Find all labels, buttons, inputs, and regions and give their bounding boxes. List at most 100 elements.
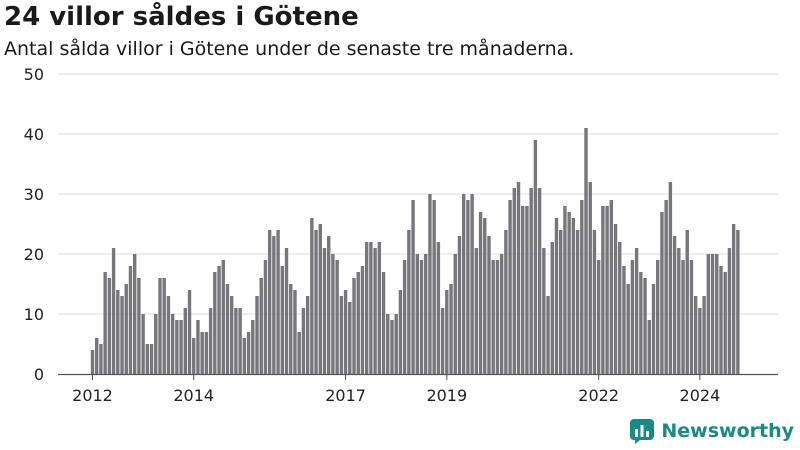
bar xyxy=(402,260,407,374)
bar xyxy=(187,290,192,374)
bar xyxy=(664,200,668,374)
bar xyxy=(474,248,479,374)
y-tick-label: 30 xyxy=(24,185,44,204)
bar xyxy=(398,290,403,374)
x-tick-label: 2014 xyxy=(173,386,214,405)
bar xyxy=(217,266,221,374)
bar xyxy=(639,272,643,374)
bar xyxy=(525,206,529,374)
bar xyxy=(373,248,377,374)
bar xyxy=(166,296,171,374)
newsworthy-logo-icon xyxy=(630,419,655,444)
bar xyxy=(550,242,554,374)
bar xyxy=(512,188,516,374)
brand-logo: Newsworthy xyxy=(629,418,794,444)
bar xyxy=(377,242,382,374)
bar xyxy=(571,218,576,374)
bar xyxy=(643,278,647,374)
bar xyxy=(293,290,297,374)
bar xyxy=(90,350,95,374)
bar xyxy=(221,260,225,374)
bar xyxy=(280,266,285,374)
bar xyxy=(685,230,689,374)
bar xyxy=(322,248,327,374)
bar xyxy=(348,302,352,374)
x-tick-label: 2024 xyxy=(680,386,721,405)
bar xyxy=(225,284,230,374)
bar xyxy=(563,206,567,374)
chart-subtitle: Antal sålda villor i Götene under de sen… xyxy=(4,38,575,60)
bar xyxy=(267,230,272,374)
bar xyxy=(689,260,694,374)
bar xyxy=(128,266,133,374)
bar xyxy=(390,320,394,374)
bar xyxy=(698,308,702,374)
bar xyxy=(453,254,457,374)
bar xyxy=(504,230,508,374)
bar xyxy=(715,254,719,374)
bar xyxy=(246,332,251,374)
bar xyxy=(508,200,512,374)
bar xyxy=(364,242,369,374)
bar xyxy=(596,260,601,374)
y-tick-label: 0 xyxy=(34,365,44,384)
bar xyxy=(656,260,660,374)
bar xyxy=(466,200,470,374)
bar xyxy=(310,218,314,374)
bar xyxy=(132,254,137,374)
bar xyxy=(175,320,179,374)
bar xyxy=(609,200,614,374)
bar xyxy=(668,182,673,374)
bar xyxy=(630,260,635,374)
bar xyxy=(723,272,727,374)
bar xyxy=(407,230,411,374)
bar xyxy=(478,212,483,374)
bar xyxy=(170,314,175,374)
x-tick-label: 2022 xyxy=(578,386,619,405)
bar xyxy=(255,296,259,374)
bar xyxy=(491,260,495,374)
bar xyxy=(124,284,128,374)
bar xyxy=(706,254,711,374)
bar xyxy=(499,254,504,374)
bar xyxy=(529,188,533,374)
y-tick-label: 20 xyxy=(24,245,44,264)
bar xyxy=(681,260,685,374)
bar xyxy=(238,308,242,374)
bar xyxy=(424,254,428,374)
bar xyxy=(95,338,99,374)
bar xyxy=(626,284,630,374)
bar xyxy=(327,236,331,374)
bar xyxy=(558,230,563,374)
x-tick-label: 2019 xyxy=(426,386,467,405)
bar xyxy=(440,308,445,374)
bar xyxy=(693,296,698,374)
bar xyxy=(394,314,398,374)
bar xyxy=(204,332,209,374)
bar xyxy=(719,266,723,374)
bar xyxy=(411,200,415,374)
bar xyxy=(381,272,386,374)
bar xyxy=(276,230,280,374)
y-tick-label: 10 xyxy=(24,305,44,324)
bar xyxy=(533,140,538,374)
bar xyxy=(242,338,247,374)
bar xyxy=(335,260,339,374)
bar xyxy=(208,308,213,374)
bar xyxy=(727,248,732,374)
bar xyxy=(314,230,318,374)
bar xyxy=(554,218,559,374)
bar xyxy=(200,332,204,374)
bar xyxy=(647,320,651,374)
bar xyxy=(736,230,740,374)
bar xyxy=(672,236,677,374)
bar xyxy=(154,314,158,374)
bar xyxy=(192,338,196,374)
x-tick-label: 2017 xyxy=(325,386,366,405)
bar xyxy=(116,290,120,374)
bar xyxy=(445,290,449,374)
bar xyxy=(457,236,462,374)
bar xyxy=(272,236,276,374)
bar xyxy=(234,308,238,374)
bar xyxy=(360,266,365,374)
